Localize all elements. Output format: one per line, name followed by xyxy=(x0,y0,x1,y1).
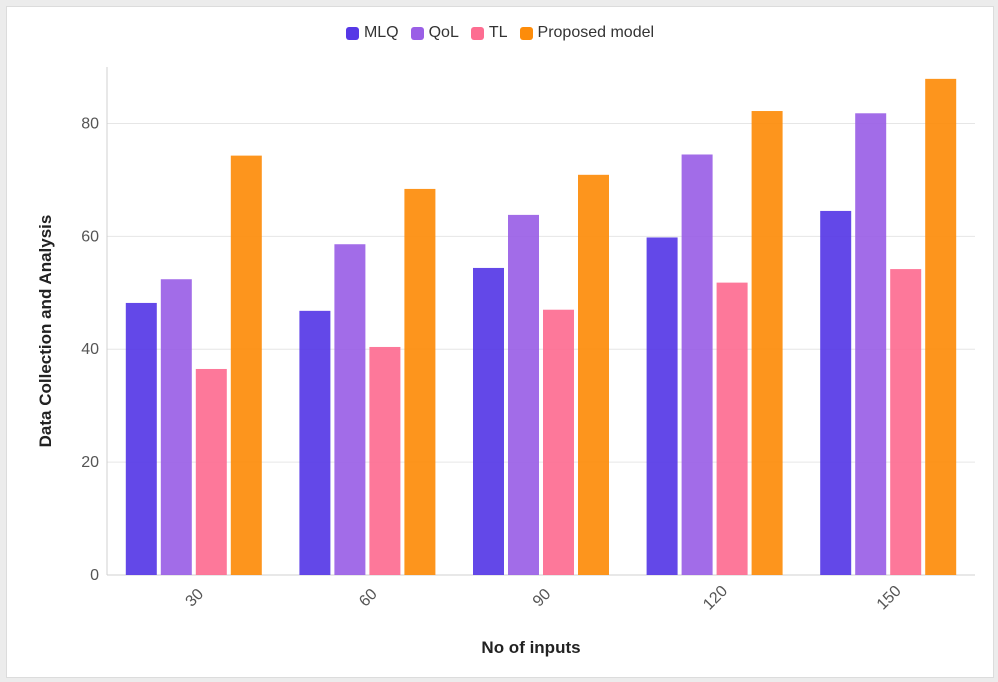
legend-swatch xyxy=(470,26,484,40)
bar-tl-60 xyxy=(369,346,401,575)
y-tick-label: 0 xyxy=(90,567,99,584)
legend-swatch xyxy=(410,26,424,40)
y-axis-title: Data Collection and Analysis xyxy=(36,215,55,448)
bar-chart: 0 20 40 60 80 30 60 90 120 150 No of inputs Data Co… xyxy=(36,67,975,657)
y-tick-label: 60 xyxy=(81,228,99,245)
legend-item-1[interactable]: QoL xyxy=(410,24,459,42)
legend-label: TL xyxy=(488,24,508,41)
x-tick-label: 60 xyxy=(356,586,381,611)
bar-tl-90 xyxy=(543,309,574,575)
bar-proposed-model-150 xyxy=(925,78,957,575)
bar-tl-150 xyxy=(890,269,922,575)
bar-tl-30 xyxy=(195,368,227,575)
legend-item-3[interactable]: Proposed model xyxy=(519,24,655,42)
x-tick-label: 120 xyxy=(700,583,731,614)
bar-qol-90 xyxy=(508,214,539,575)
bar-tl-120 xyxy=(716,282,748,575)
x-axis-title: No of inputs xyxy=(481,638,580,657)
legend-item-0[interactable]: MLQ xyxy=(345,24,399,42)
bar-proposed-model-30 xyxy=(230,155,262,575)
legend-swatch xyxy=(345,26,359,40)
x-tick-label: 90 xyxy=(530,586,555,611)
bar-proposed-model-90 xyxy=(578,174,609,575)
legend-label: MLQ xyxy=(363,24,399,41)
bar-mlq-150 xyxy=(820,210,852,575)
legend-label: Proposed model xyxy=(537,24,655,41)
bar-mlq-30 xyxy=(125,302,157,575)
chart-frame: MLQ QoL TL Proposed model 0 20 40 60 80 30 60 90 12… xyxy=(6,6,994,678)
y-tick-label: 20 xyxy=(81,454,99,471)
bar-qol-60 xyxy=(334,244,366,576)
legend-label: QoL xyxy=(428,24,459,41)
y-tick-label: 40 xyxy=(81,341,99,358)
x-tick-label: 150 xyxy=(874,583,905,614)
bar-proposed-model-120 xyxy=(751,111,783,575)
y-tick-label: 80 xyxy=(81,115,99,132)
bar-mlq-60 xyxy=(299,310,331,575)
legend: MLQ QoL TL Proposed model xyxy=(7,24,993,42)
bar-proposed-model-60 xyxy=(404,188,436,576)
bar-qol-30 xyxy=(160,279,192,575)
x-tick-label: 30 xyxy=(183,586,208,611)
bar-qol-150 xyxy=(855,113,887,575)
legend-item-2[interactable]: TL xyxy=(470,24,508,42)
legend-swatch xyxy=(519,26,533,40)
bar-mlq-120 xyxy=(646,237,678,575)
bar-mlq-90 xyxy=(473,267,504,575)
bar-qol-120 xyxy=(681,154,713,575)
